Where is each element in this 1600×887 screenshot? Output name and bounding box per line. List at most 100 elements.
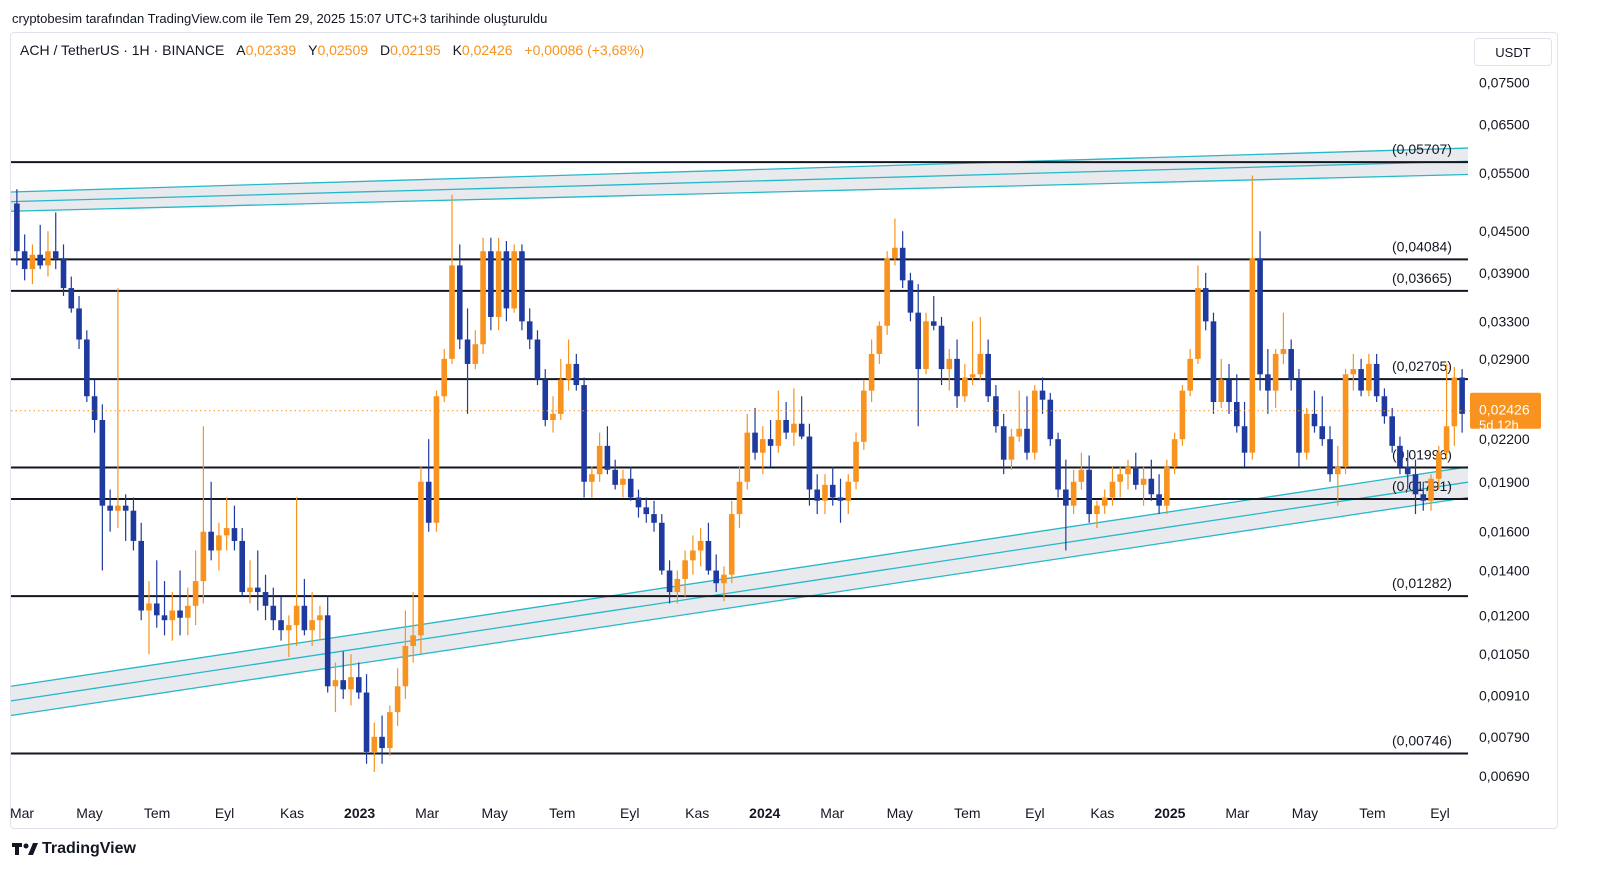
candle-body[interactable] [1241,426,1248,453]
candle-body[interactable] [853,441,859,482]
candle-body[interactable] [822,484,828,501]
candle-body[interactable] [1412,474,1419,495]
candle-body[interactable] [868,353,875,391]
candle-body[interactable] [91,396,98,420]
candle-body[interactable] [1249,258,1256,453]
candle-body[interactable] [573,363,580,386]
candle-body[interactable] [60,258,67,289]
candle-body[interactable] [247,587,253,593]
candle-body[interactable] [985,353,991,397]
candle-body[interactable] [697,540,704,551]
candle-body[interactable] [441,358,448,397]
tradingview-logo[interactable]: TradingView [12,840,136,858]
candle-body[interactable] [161,615,168,621]
candle-body[interactable] [1443,426,1450,453]
candle-body[interactable] [488,251,494,317]
candle-body[interactable] [1156,494,1162,506]
candle-body[interactable] [278,620,284,631]
candle-body[interactable] [589,474,595,482]
candle-body[interactable] [76,308,82,340]
candle-body[interactable] [1171,439,1178,467]
candle-body[interactable] [1031,390,1038,453]
candle-body[interactable] [744,432,751,482]
candle-body[interactable] [791,423,797,433]
candle-body[interactable] [682,560,688,579]
candle-body[interactable] [1397,445,1403,467]
candle-body[interactable] [394,686,401,713]
candle-body[interactable] [1101,497,1108,506]
candle-body[interactable] [231,528,238,541]
candle-body[interactable] [169,610,176,621]
candle-body[interactable] [511,251,517,309]
candle-body[interactable] [1404,466,1411,475]
candle-body[interactable] [876,325,883,354]
price-axis[interactable]: 0,07500 0,06500 0,05500 0,04500 0,03900 0,033… [1470,75,1541,784]
candle-body[interactable] [122,505,129,511]
candle-body[interactable] [1148,478,1155,495]
candle-body[interactable] [907,280,914,313]
candle-body[interactable] [884,258,890,326]
candle-body[interactable] [923,321,929,370]
candle-body[interactable] [410,635,416,646]
candle-body[interactable] [14,203,20,252]
candle-body[interactable] [99,419,106,506]
candle-body[interactable] [977,353,984,375]
candle-body[interactable] [153,603,160,616]
candle-body[interactable] [379,736,385,749]
candle-body[interactable] [52,251,59,259]
candle-body[interactable] [993,396,999,427]
candle-body[interactable] [200,531,207,582]
candle-body[interactable] [495,251,502,317]
time-axis[interactable]: Mar May Tem Eyl Kas 2023 Mar May Tem Eyl Kas 2024 Ma… [10,805,1450,821]
candle-body[interactable] [767,439,774,446]
candle-body[interactable] [293,605,300,626]
candle-body[interactable] [1288,349,1294,380]
candle-body[interactable] [208,531,214,551]
candle-body[interactable] [845,481,852,501]
candle-body[interactable] [1342,374,1349,467]
channel-upper-band[interactable] [11,148,1468,212]
candle-body[interactable] [1164,466,1170,506]
candle-body[interactable] [355,677,362,693]
candle-body[interactable] [1358,369,1364,391]
candle-body[interactable] [705,540,712,571]
candle-body[interactable] [1428,478,1434,501]
candle-body[interactable] [861,390,867,442]
candle-body[interactable] [1179,390,1186,440]
candle-body[interactable] [1334,466,1341,475]
candle-body[interactable] [472,344,479,364]
candle-body[interactable] [534,339,541,380]
currency-button[interactable]: USDT [1474,38,1552,66]
candle-body[interactable] [1187,358,1193,391]
candle-body[interactable] [1265,374,1271,391]
candle-body[interactable] [1202,288,1209,322]
candle-body[interactable] [138,540,145,611]
candle-body[interactable] [1063,489,1069,506]
candle-body[interactable] [728,514,735,575]
candle-body[interactable] [371,736,378,752]
candle-body[interactable] [1210,321,1217,403]
candle-body[interactable] [449,265,455,359]
candle-body[interactable] [425,481,432,523]
candle-body[interactable] [1350,369,1357,375]
candle-body[interactable] [340,680,347,690]
candle-body[interactable] [433,396,440,523]
candle-body[interactable] [37,254,43,266]
candle-body[interactable] [107,505,113,511]
candle-body[interactable] [620,478,626,485]
candle-body[interactable] [1226,379,1232,403]
candle-body[interactable] [68,288,75,309]
candle-body[interactable] [659,522,665,571]
candle-body[interactable] [666,570,673,593]
candle-body[interactable] [45,251,51,266]
candle-body[interactable] [1024,428,1030,453]
candle-body[interactable] [1039,390,1046,400]
candle-body[interactable] [837,497,844,501]
candle-body[interactable] [1311,413,1318,427]
candle-body[interactable] [775,419,782,446]
candle-body[interactable] [892,247,898,259]
candle-body[interactable] [1272,353,1279,391]
candle-body[interactable] [254,587,261,593]
candle-body[interactable] [262,592,269,606]
